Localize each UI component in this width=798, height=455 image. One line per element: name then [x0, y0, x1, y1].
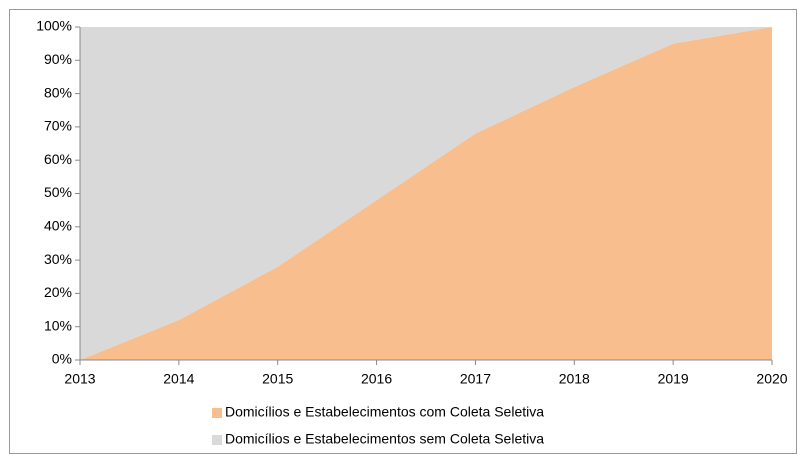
y-tick-label: 60% — [44, 151, 72, 167]
area — [80, 27, 772, 360]
area — [80, 27, 772, 360]
x-tick-label: 2020 — [756, 371, 787, 387]
y-tick-label: 0% — [52, 351, 72, 367]
y-tick-label: 80% — [44, 84, 72, 100]
y-tick-label: 50% — [44, 184, 72, 200]
y-tick-label: 40% — [44, 218, 72, 234]
x-tick-label: 2017 — [460, 371, 491, 387]
x-tick-label: 2015 — [262, 371, 293, 387]
legend-swatch — [212, 408, 222, 418]
y-tick-label: 70% — [44, 118, 72, 134]
x-tick-label: 2016 — [361, 371, 392, 387]
x-tick-label: 2013 — [64, 371, 95, 387]
y-tick-label: 20% — [44, 284, 72, 300]
x-tick-label: 2019 — [658, 371, 689, 387]
y-tick-label: 30% — [44, 251, 72, 267]
y-tick-label: 100% — [36, 18, 72, 34]
legend-label: Domicílios e Estabelecimentos com Coleta… — [225, 404, 544, 420]
y-tick-label: 10% — [44, 317, 72, 333]
legend-swatch — [212, 435, 222, 445]
x-tick-label: 2018 — [559, 371, 590, 387]
x-tick-label: 2014 — [163, 371, 194, 387]
legend-label: Domicílios e Estabelecimentos sem Coleta… — [225, 431, 544, 447]
y-tick-label: 90% — [44, 51, 72, 67]
